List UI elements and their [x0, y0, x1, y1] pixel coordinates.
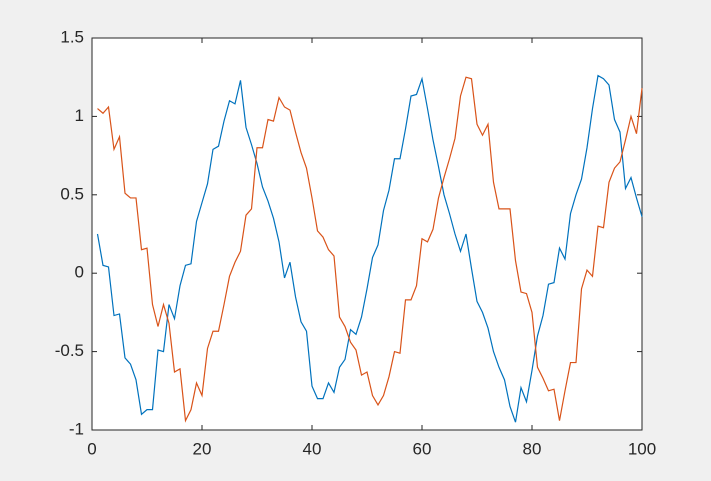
y-tick-label: 1: [75, 106, 84, 125]
x-tick-label: 60: [413, 439, 432, 458]
y-tick-label: -1: [69, 419, 84, 438]
y-tick-label: 0.5: [60, 184, 84, 203]
x-tick-label: 0: [87, 439, 96, 458]
y-tick-label: -0.5: [55, 341, 84, 360]
y-tick-label: 0: [75, 263, 84, 282]
plot-area: [91, 37, 643, 431]
y-tick-label: 1.5: [60, 27, 84, 46]
data-line: [97, 76, 643, 423]
x-tick-label: 40: [303, 439, 322, 458]
data-line: [96, 74, 643, 423]
x-tick-label: 100: [628, 439, 656, 458]
x-tick-label: 20: [193, 439, 212, 458]
x-tick-label: 80: [523, 439, 542, 458]
